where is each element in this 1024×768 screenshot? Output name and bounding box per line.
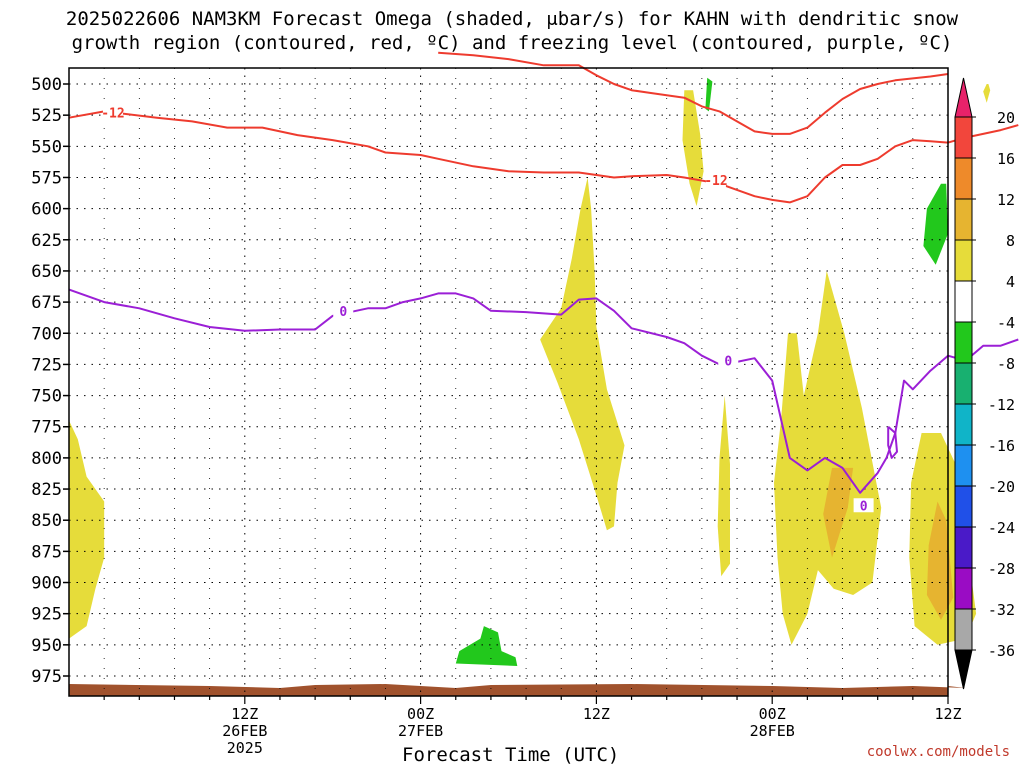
contour-label-0-a-bg xyxy=(333,303,354,318)
y-tick-label-950: 950 xyxy=(31,636,62,656)
colorbar-label-5: -4 xyxy=(997,314,1015,332)
colorbar: 20 16 12 8 4 -4 -8 -12 -16 -20 -24 -28 -32 -36 xyxy=(954,77,1015,690)
colorbar-label-3: 8 xyxy=(1006,232,1015,250)
omega-region-10 xyxy=(455,626,518,666)
x-tick-label-36-1: 28FEB xyxy=(750,722,795,740)
ground-terrain xyxy=(69,684,966,696)
contour--12-1 xyxy=(438,51,949,135)
y-tick-label-750: 750 xyxy=(31,387,62,407)
x-tick-label-16-1: 27FEB xyxy=(398,722,443,740)
colorbar-label-8: -16 xyxy=(988,437,1015,455)
y-tick-label-800: 800 xyxy=(31,449,62,469)
colorbar-band-9 xyxy=(954,444,973,487)
colorbar-band-11 xyxy=(954,526,973,569)
contour-label-0-b: 0 xyxy=(724,355,732,370)
colorbar-band-1 xyxy=(954,116,973,159)
omega-region-1 xyxy=(682,90,704,207)
x-tick-label-26-0: 12Z xyxy=(583,705,610,723)
omega-region-11 xyxy=(983,84,991,103)
omega-shading-layer xyxy=(69,77,991,666)
ground-layer xyxy=(69,684,966,696)
colorbar-band-13 xyxy=(954,608,973,651)
contour-label-0-c-bg xyxy=(853,498,874,513)
omega-region-9 xyxy=(923,183,948,265)
y-tick-label-525: 525 xyxy=(31,106,62,126)
y-tick-label-875: 875 xyxy=(31,542,62,562)
y-tick-label-925: 925 xyxy=(31,605,62,625)
omega-region-4 xyxy=(717,395,730,577)
colorbar-label-2: 12 xyxy=(997,191,1015,209)
x-tick-label-6-2: 2025 xyxy=(227,739,263,757)
colorbar-label-13: -36 xyxy=(988,642,1015,660)
y-tick-label-775: 775 xyxy=(31,418,62,438)
colorbar-band-10 xyxy=(954,485,973,528)
y-tick-label-975: 975 xyxy=(31,667,62,687)
colorbar-label-12: -32 xyxy=(988,601,1015,619)
colorbar-label-7: -12 xyxy=(988,396,1015,414)
contour--12-0 xyxy=(68,110,1019,204)
contour-label-m12-a: -12 xyxy=(101,107,124,122)
contour-label-0-a: 0 xyxy=(339,305,347,320)
colorbar-band-4 xyxy=(954,239,973,282)
y-tick-label-625: 625 xyxy=(31,231,62,251)
colorbar-band-6 xyxy=(954,321,973,364)
colorbar-top-arrow xyxy=(954,77,973,118)
contour-label-0-b-bg xyxy=(718,353,739,368)
colorbar-label-0: 20 xyxy=(997,109,1015,127)
y-tick-label-650: 650 xyxy=(31,262,62,282)
omega-region-8 xyxy=(705,77,713,112)
colorbar-label-10: -24 xyxy=(988,519,1015,537)
colorbar-band-5 xyxy=(954,280,973,323)
omega-region-2 xyxy=(540,177,625,531)
colorbar-band-3 xyxy=(954,198,973,241)
chart-title-line1: 2025022606 NAM3KM Forecast Omega (shaded… xyxy=(65,8,959,30)
x-tick-label-6-1: 26FEB xyxy=(222,722,267,740)
omega-region-7 xyxy=(926,501,954,620)
omega-region-0 xyxy=(69,420,105,639)
contour-0-1 xyxy=(887,425,898,459)
y-tick-label-725: 725 xyxy=(31,355,62,375)
colorbar-label-6: -8 xyxy=(997,355,1015,373)
contour-0-0 xyxy=(68,288,1019,494)
plot-frame xyxy=(68,67,949,697)
contour-label-m12-b: -12 xyxy=(704,174,727,189)
y-axis: 500 525 550 575 600 625 650 675 700 725 750 775 800 8… xyxy=(31,75,69,687)
x-tick-label-16-0: 00Z xyxy=(407,705,434,723)
colorbar-bottom-arrow xyxy=(954,649,973,690)
colorbar-band-12 xyxy=(954,567,973,610)
colorbar-label-4: 4 xyxy=(1006,273,1015,291)
y-tick-label-900: 900 xyxy=(31,574,62,594)
x-tick-label-6-0: 12Z xyxy=(231,705,258,723)
y-tick-label-600: 600 xyxy=(31,200,62,220)
chart-title-line2: growth region (contoured, red, ºC) and f… xyxy=(71,32,953,54)
y-tick-label-575: 575 xyxy=(31,168,62,188)
contour-label-m12-b-bg xyxy=(705,172,726,187)
contour-layer: -12 -12 0 0 0 xyxy=(68,51,1019,514)
contour-label-0-c: 0 xyxy=(860,499,868,514)
colorbar-label-11: -28 xyxy=(988,560,1015,578)
y-tick-label-825: 825 xyxy=(31,480,62,500)
omega-region-6 xyxy=(823,467,854,558)
colorbar-label-9: -20 xyxy=(988,478,1015,496)
colorbar-band-8 xyxy=(954,403,973,446)
y-tick-label-500: 500 xyxy=(31,75,62,95)
credit-text: coolwx.com/models xyxy=(866,744,1010,760)
colorbar-band-2 xyxy=(954,157,973,200)
colorbar-label-1: 16 xyxy=(997,150,1015,168)
y-tick-label-550: 550 xyxy=(31,137,62,157)
y-tick-label-700: 700 xyxy=(31,324,62,344)
x-axis-label: Forecast Time (UTC) xyxy=(402,744,620,766)
x-tick-label-36-0: 00Z xyxy=(759,705,786,723)
colorbar-band-7 xyxy=(954,362,973,405)
x-tick-label-46-0: 12Z xyxy=(934,705,961,723)
contour-label-m12-a-bg xyxy=(102,105,123,120)
y-tick-label-675: 675 xyxy=(31,293,62,313)
y-tick-label-850: 850 xyxy=(31,511,62,531)
